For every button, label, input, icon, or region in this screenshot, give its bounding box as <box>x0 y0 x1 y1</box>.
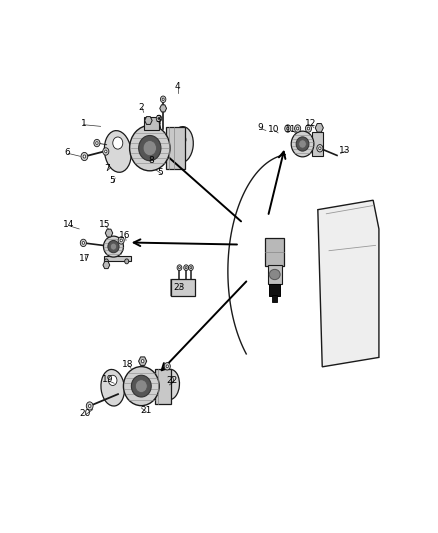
Text: 1: 1 <box>81 119 86 128</box>
Text: 3: 3 <box>155 115 161 124</box>
Text: 5: 5 <box>157 168 163 177</box>
Text: 17: 17 <box>79 254 90 263</box>
Text: 16: 16 <box>119 231 130 240</box>
Circle shape <box>125 259 129 264</box>
Text: 4: 4 <box>174 82 180 91</box>
Text: 9: 9 <box>257 123 263 132</box>
Polygon shape <box>318 200 379 367</box>
Circle shape <box>120 239 122 242</box>
Ellipse shape <box>139 135 161 161</box>
Circle shape <box>307 127 310 130</box>
FancyBboxPatch shape <box>272 295 277 302</box>
Circle shape <box>80 239 86 247</box>
Ellipse shape <box>104 131 131 172</box>
Circle shape <box>188 265 193 271</box>
Text: 19: 19 <box>102 375 113 384</box>
Text: 21: 21 <box>140 406 152 415</box>
Ellipse shape <box>170 127 193 163</box>
Circle shape <box>179 266 180 269</box>
Text: 18: 18 <box>122 360 134 369</box>
Text: 22: 22 <box>166 376 177 385</box>
Ellipse shape <box>131 375 151 397</box>
Circle shape <box>156 115 162 122</box>
Text: 7: 7 <box>105 164 110 173</box>
FancyBboxPatch shape <box>312 132 323 156</box>
Ellipse shape <box>291 131 314 157</box>
Circle shape <box>286 127 289 130</box>
Text: 15: 15 <box>99 220 111 229</box>
Ellipse shape <box>110 243 117 250</box>
Circle shape <box>83 155 86 158</box>
Ellipse shape <box>130 125 170 171</box>
Ellipse shape <box>135 379 147 392</box>
Circle shape <box>162 98 164 101</box>
Circle shape <box>185 266 187 269</box>
Circle shape <box>166 365 169 368</box>
FancyBboxPatch shape <box>265 238 284 266</box>
Circle shape <box>319 147 321 150</box>
Circle shape <box>160 96 166 102</box>
FancyBboxPatch shape <box>155 368 172 403</box>
Circle shape <box>141 360 144 363</box>
Circle shape <box>82 241 85 244</box>
Circle shape <box>190 266 192 269</box>
Circle shape <box>305 125 311 132</box>
Polygon shape <box>171 279 195 296</box>
Ellipse shape <box>296 137 309 151</box>
Ellipse shape <box>103 236 124 257</box>
FancyBboxPatch shape <box>144 117 159 130</box>
Circle shape <box>177 265 182 271</box>
Text: 20: 20 <box>79 409 90 418</box>
Ellipse shape <box>108 240 119 253</box>
Text: 8: 8 <box>148 156 154 165</box>
Ellipse shape <box>299 140 306 148</box>
Ellipse shape <box>269 269 280 280</box>
Text: 12: 12 <box>305 119 317 128</box>
FancyBboxPatch shape <box>268 265 282 284</box>
Circle shape <box>105 150 107 153</box>
Circle shape <box>297 127 299 130</box>
Circle shape <box>166 376 173 384</box>
Circle shape <box>88 405 91 408</box>
Ellipse shape <box>160 369 180 400</box>
Circle shape <box>113 137 123 149</box>
Text: 2: 2 <box>138 102 144 111</box>
Text: 5: 5 <box>110 176 115 185</box>
Text: 6: 6 <box>65 148 71 157</box>
Text: 23: 23 <box>173 283 184 292</box>
Text: 13: 13 <box>339 146 351 155</box>
Circle shape <box>118 237 124 244</box>
Ellipse shape <box>124 367 159 406</box>
Circle shape <box>81 152 88 160</box>
FancyBboxPatch shape <box>166 127 185 169</box>
Circle shape <box>178 135 186 145</box>
Circle shape <box>103 148 109 155</box>
Circle shape <box>109 375 117 385</box>
Circle shape <box>86 402 93 410</box>
Circle shape <box>164 362 170 370</box>
FancyBboxPatch shape <box>104 256 131 261</box>
Circle shape <box>158 117 160 120</box>
Polygon shape <box>171 279 195 296</box>
Circle shape <box>94 139 100 147</box>
Ellipse shape <box>143 141 156 156</box>
Circle shape <box>96 142 98 144</box>
Ellipse shape <box>101 369 124 406</box>
Circle shape <box>295 125 300 132</box>
Circle shape <box>184 265 188 271</box>
Circle shape <box>317 144 323 152</box>
Circle shape <box>104 259 108 264</box>
Text: 14: 14 <box>64 220 75 229</box>
Text: 10: 10 <box>268 125 279 134</box>
Text: 11: 11 <box>285 125 297 134</box>
FancyBboxPatch shape <box>269 284 280 296</box>
Circle shape <box>285 125 291 132</box>
